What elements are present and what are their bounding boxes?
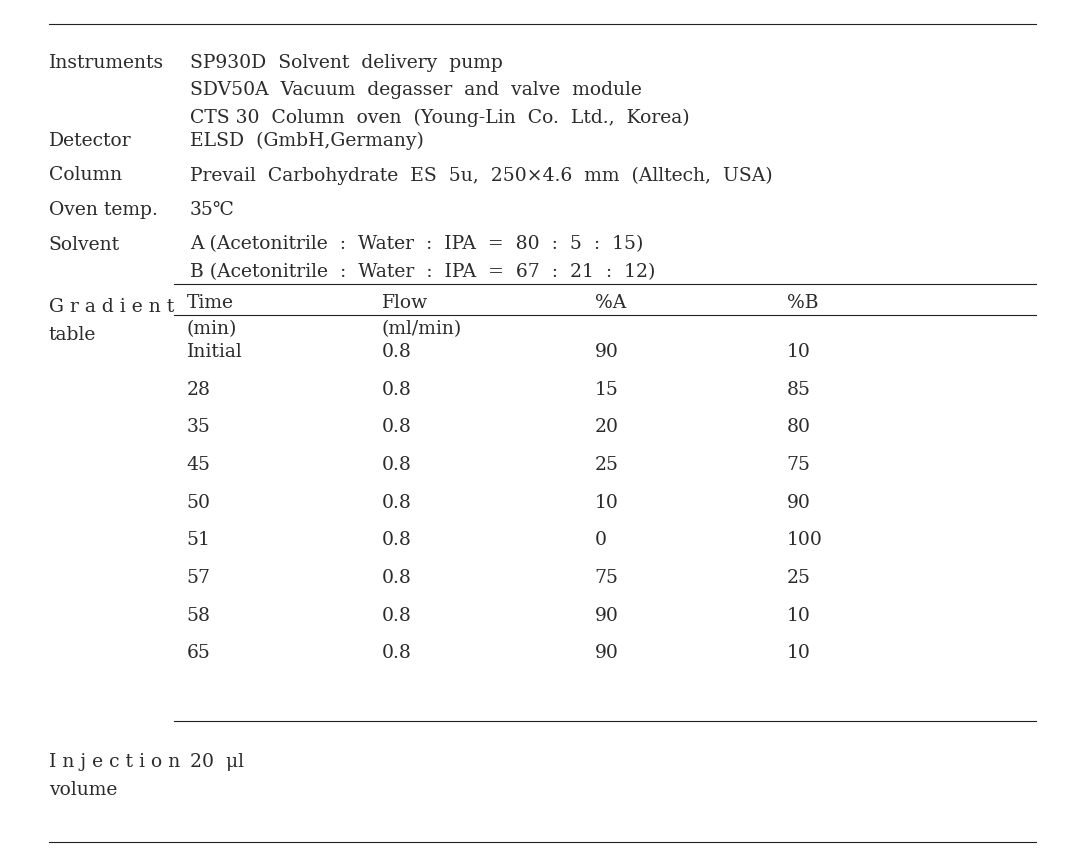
Text: 75: 75 — [595, 569, 618, 587]
Text: CTS 30  Column  oven  (Young-Lin  Co.  Ltd.,  Korea): CTS 30 Column oven (Young-Lin Co. Ltd., … — [190, 109, 689, 127]
Text: 20  μl: 20 μl — [190, 753, 244, 772]
Text: %B: %B — [787, 294, 818, 313]
Text: %A: %A — [595, 294, 626, 313]
Text: 75: 75 — [787, 456, 810, 474]
Text: table: table — [49, 326, 97, 344]
Text: Detector: Detector — [49, 132, 131, 150]
Text: I n j e c t i o n: I n j e c t i o n — [49, 753, 180, 772]
Text: 58: 58 — [187, 607, 210, 624]
Text: 10: 10 — [787, 343, 810, 361]
Text: 50: 50 — [187, 494, 210, 512]
Text: (ml/min): (ml/min) — [382, 320, 462, 339]
Text: 90: 90 — [787, 494, 810, 512]
Text: 0.8: 0.8 — [382, 343, 412, 361]
Text: 90: 90 — [595, 607, 618, 624]
Text: 0.8: 0.8 — [382, 569, 412, 587]
Text: 85: 85 — [787, 381, 810, 398]
Text: 10: 10 — [787, 607, 810, 624]
Text: 90: 90 — [595, 644, 618, 662]
Text: 25: 25 — [787, 569, 810, 587]
Text: 51: 51 — [187, 531, 210, 549]
Text: SP930D  Solvent  delivery  pump: SP930D Solvent delivery pump — [190, 54, 502, 72]
Text: volume: volume — [49, 781, 117, 799]
Text: Solvent: Solvent — [49, 236, 120, 254]
Text: 0.8: 0.8 — [382, 531, 412, 549]
Text: Prevail  Carbohydrate  ES  5u,  250×4.6  mm  (Alltech,  USA): Prevail Carbohydrate ES 5u, 250×4.6 mm (… — [190, 166, 773, 184]
Text: 0.8: 0.8 — [382, 494, 412, 512]
Text: Flow: Flow — [382, 294, 429, 313]
Text: (min): (min) — [187, 320, 237, 339]
Text: 80: 80 — [787, 418, 810, 436]
Text: 65: 65 — [187, 644, 210, 662]
Text: A (Acetonitrile  :  Water  :  IPA  =  80  :  5  :  15): A (Acetonitrile : Water : IPA = 80 : 5 :… — [190, 236, 643, 254]
Text: Instruments: Instruments — [49, 54, 164, 72]
Text: 0.8: 0.8 — [382, 418, 412, 436]
Text: 35℃: 35℃ — [190, 201, 234, 219]
Text: 10: 10 — [595, 494, 618, 512]
Text: 0.8: 0.8 — [382, 607, 412, 624]
Text: 0.8: 0.8 — [382, 644, 412, 662]
Text: 15: 15 — [595, 381, 618, 398]
Text: 25: 25 — [595, 456, 618, 474]
Text: 28: 28 — [187, 381, 210, 398]
Text: G r a d i e n t: G r a d i e n t — [49, 298, 174, 316]
Text: 10: 10 — [787, 644, 810, 662]
Text: SDV50A  Vacuum  degasser  and  valve  module: SDV50A Vacuum degasser and valve module — [190, 81, 641, 100]
Text: 0.8: 0.8 — [382, 456, 412, 474]
Text: 0.8: 0.8 — [382, 381, 412, 398]
Text: Time: Time — [187, 294, 233, 313]
Text: Oven temp.: Oven temp. — [49, 201, 157, 219]
Text: Column: Column — [49, 166, 122, 184]
Text: 100: 100 — [787, 531, 822, 549]
Text: Initial: Initial — [187, 343, 242, 361]
Text: 0: 0 — [595, 531, 607, 549]
Text: 45: 45 — [187, 456, 210, 474]
Text: 35: 35 — [187, 418, 210, 436]
Text: 90: 90 — [595, 343, 618, 361]
Text: ELSD  (GmbH,Germany): ELSD (GmbH,Germany) — [190, 132, 424, 150]
Text: 20: 20 — [595, 418, 618, 436]
Text: 57: 57 — [187, 569, 210, 587]
Text: B (Acetonitrile  :  Water  :  IPA  =  67  :  21  :  12): B (Acetonitrile : Water : IPA = 67 : 21 … — [190, 263, 655, 281]
